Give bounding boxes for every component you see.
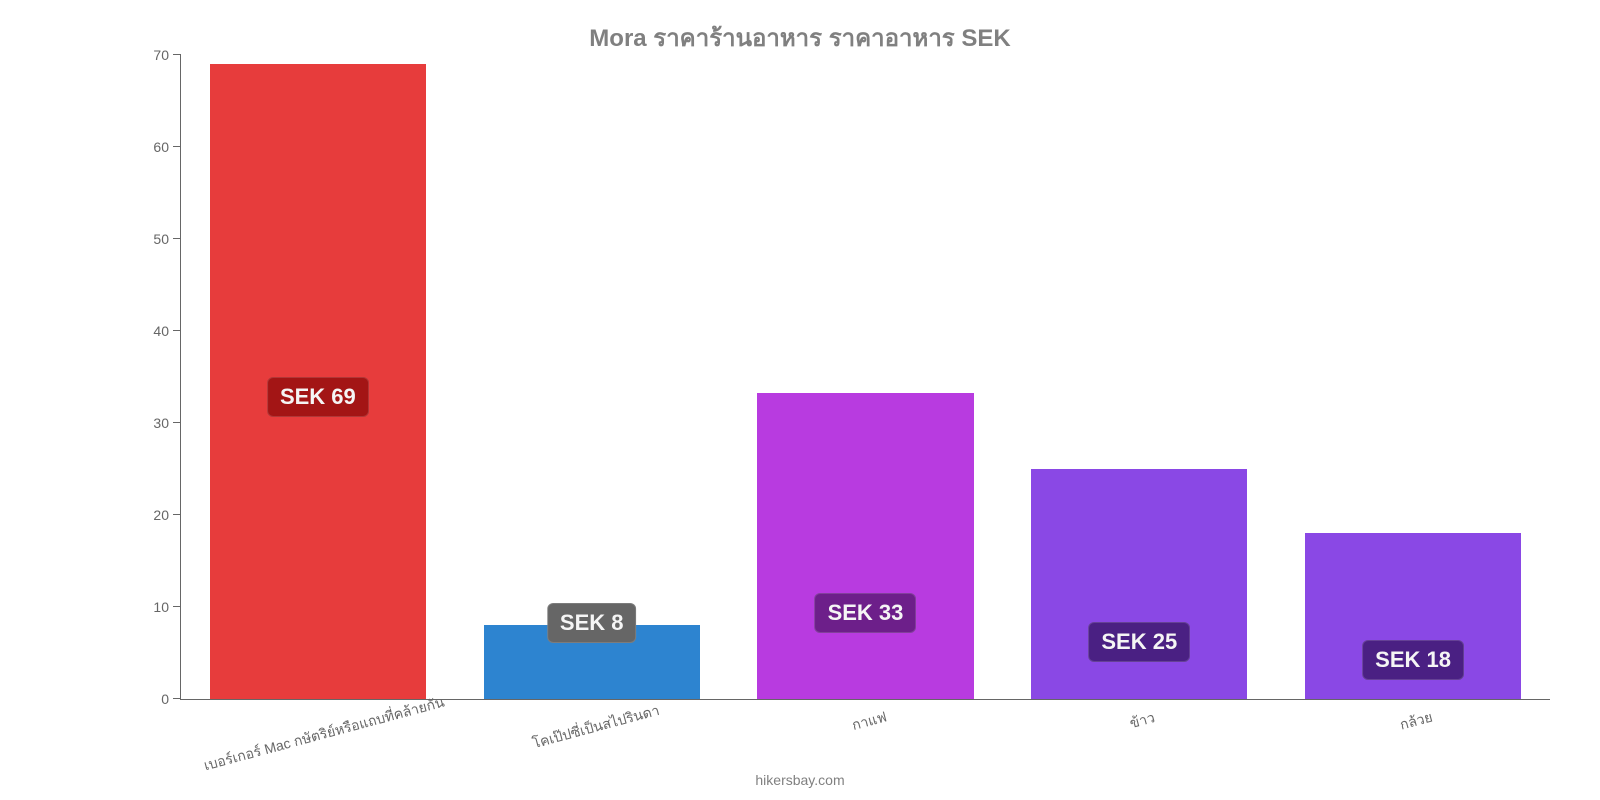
bar: SEK 18 <box>1305 533 1521 699</box>
y-axis-tick <box>173 606 181 607</box>
y-axis-label: 70 <box>153 47 169 63</box>
y-axis-label: 20 <box>153 507 169 523</box>
y-axis-tick <box>173 698 181 699</box>
bar: SEK 33 <box>757 393 973 699</box>
y-axis-label: 10 <box>153 599 169 615</box>
y-axis-label: 60 <box>153 139 169 155</box>
y-axis-tick <box>173 514 181 515</box>
source-attribution: hikersbay.com <box>755 772 844 788</box>
bar-value-label: SEK 33 <box>815 593 917 633</box>
chart-title: Mora ราคาร้านอาหาร ราคาอาหาร SEK <box>589 18 1010 57</box>
bar: SEK 69 <box>210 64 426 699</box>
y-axis-tick <box>173 330 181 331</box>
bar-value-label: SEK 8 <box>547 603 637 643</box>
y-axis-label: 40 <box>153 323 169 339</box>
y-axis-label: 0 <box>161 691 169 707</box>
bar: SEK 25 <box>1031 469 1247 699</box>
y-axis-label: 50 <box>153 231 169 247</box>
bar-value-label: SEK 18 <box>1362 640 1464 680</box>
y-axis-tick <box>173 422 181 423</box>
y-axis-tick <box>173 54 181 55</box>
y-axis-label: 30 <box>153 415 169 431</box>
y-axis-tick <box>173 238 181 239</box>
plot-area: 010203040506070SEK 69เบอร์เกอร์ Mac กษัต… <box>180 55 1550 700</box>
chart-container: Mora ราคาร้านอาหาร ราคาอาหาร SEK 0102030… <box>0 0 1600 800</box>
bar: SEK 8 <box>484 625 700 699</box>
bar-value-label: SEK 69 <box>267 377 369 417</box>
y-axis-tick <box>173 146 181 147</box>
bar-value-label: SEK 25 <box>1088 622 1190 662</box>
